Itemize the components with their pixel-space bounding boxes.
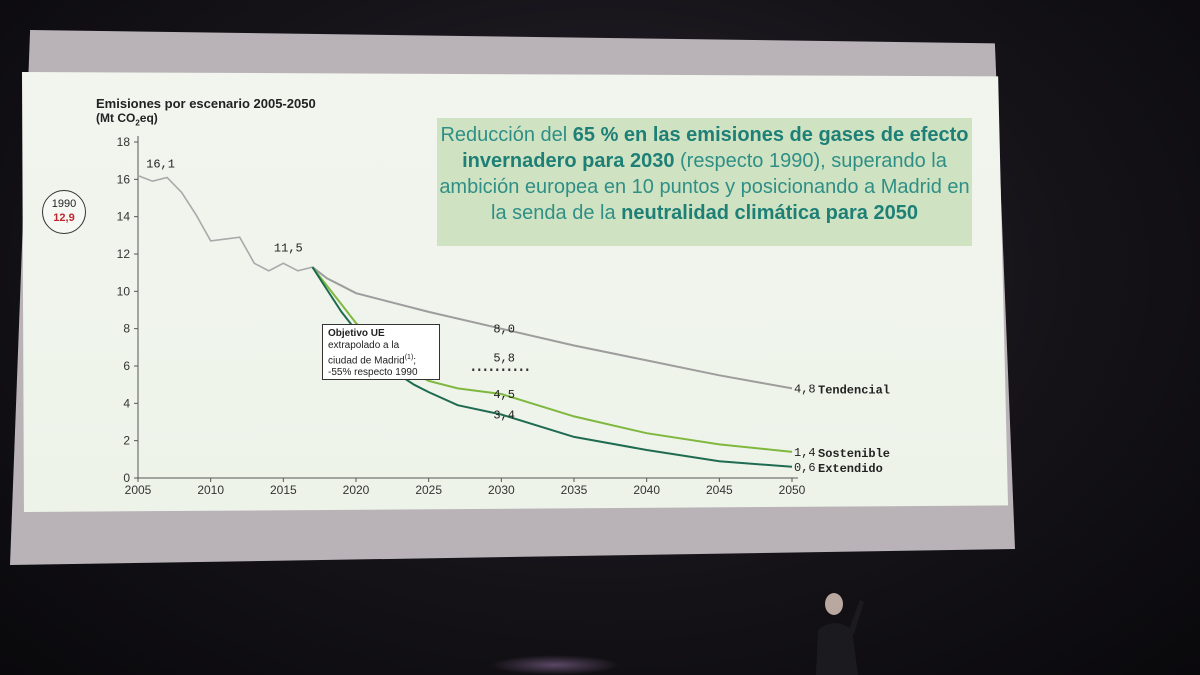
baseline-1990-badge: 1990 12,9 <box>42 190 86 234</box>
x-tick-label: 2025 <box>415 483 442 497</box>
value-label: 8,0 <box>493 323 515 337</box>
x-tick-label: 2020 <box>343 483 370 497</box>
y-tick-label: 14 <box>117 210 131 224</box>
callout-bold-2: neutralidad climática para 2050 <box>621 202 918 224</box>
callout-box: Reducción del 65 % en las emisiones de g… <box>437 118 972 246</box>
presenter-silhouette <box>816 593 864 675</box>
y-tick-label: 8 <box>123 322 130 336</box>
value-label: 0,6 <box>794 461 816 475</box>
series-name-extendido: Extendido <box>818 462 883 476</box>
series-line-extendido <box>311 266 793 468</box>
callout-text-2: (respecto 1990), superando la ambición e… <box>439 150 970 224</box>
y-tick-label: 2 <box>123 434 130 448</box>
x-tick-label: 2005 <box>125 483 152 497</box>
value-label: 4,8 <box>794 382 816 396</box>
x-tick-label: 2040 <box>633 483 660 497</box>
chart-value-labels: 16,1 11,5 8,0 5,8 4,5 3,4 4,8 1,40,6 <box>146 157 815 474</box>
series-line-tendencial <box>311 266 793 390</box>
value-label: 1,4 <box>794 446 816 460</box>
x-tick-label: 2015 <box>270 483 297 497</box>
y-tick-label: 0 <box>123 471 130 485</box>
value-label: 11,5 <box>274 241 303 255</box>
x-tick-label: 2030 <box>488 483 515 497</box>
eu-target-annotation: Objetivo UE extrapolado a la ciudad de M… <box>322 324 440 380</box>
y-tick-label: 18 <box>117 135 131 149</box>
y-tick-label: 12 <box>117 247 131 261</box>
stage-light <box>490 655 620 675</box>
chart-title: Emisiones por escenario 2005-2050 <box>96 96 316 111</box>
y-tick-label: 10 <box>117 284 131 298</box>
series-name-sostenible: Sostenible <box>818 447 890 461</box>
baseline-value: 12,9 <box>53 212 75 224</box>
y-tick-label: 4 <box>123 396 130 410</box>
chart-unit: (Mt CO2eq) <box>96 111 158 128</box>
x-tick-label: 2050 <box>779 483 806 497</box>
x-tick-label: 2045 <box>706 483 733 497</box>
historical-line <box>137 174 313 272</box>
callout-bold-1: 65 % en las emisiones de gases de efecto… <box>462 124 969 172</box>
y-tick-label: 16 <box>117 172 131 186</box>
value-label: 16,1 <box>146 157 175 171</box>
callout-text-1: Reducción del <box>440 124 573 146</box>
chart-axes: 0 2 4 6 8 10 12 14 16 18 2005 2010 2015 2020 2025 2030 2… <box>117 135 806 497</box>
x-tick-label: 2035 <box>561 483 588 497</box>
y-tick-label: 6 <box>123 359 130 373</box>
x-tick-label: 2010 <box>197 483 224 497</box>
value-label: 3,4 <box>493 409 515 423</box>
baseline-year: 1990 <box>51 198 77 210</box>
value-label: 5,8 <box>493 352 515 366</box>
value-label: 4,5 <box>493 388 515 402</box>
series-name-tendencial: Tendencial <box>818 383 890 397</box>
